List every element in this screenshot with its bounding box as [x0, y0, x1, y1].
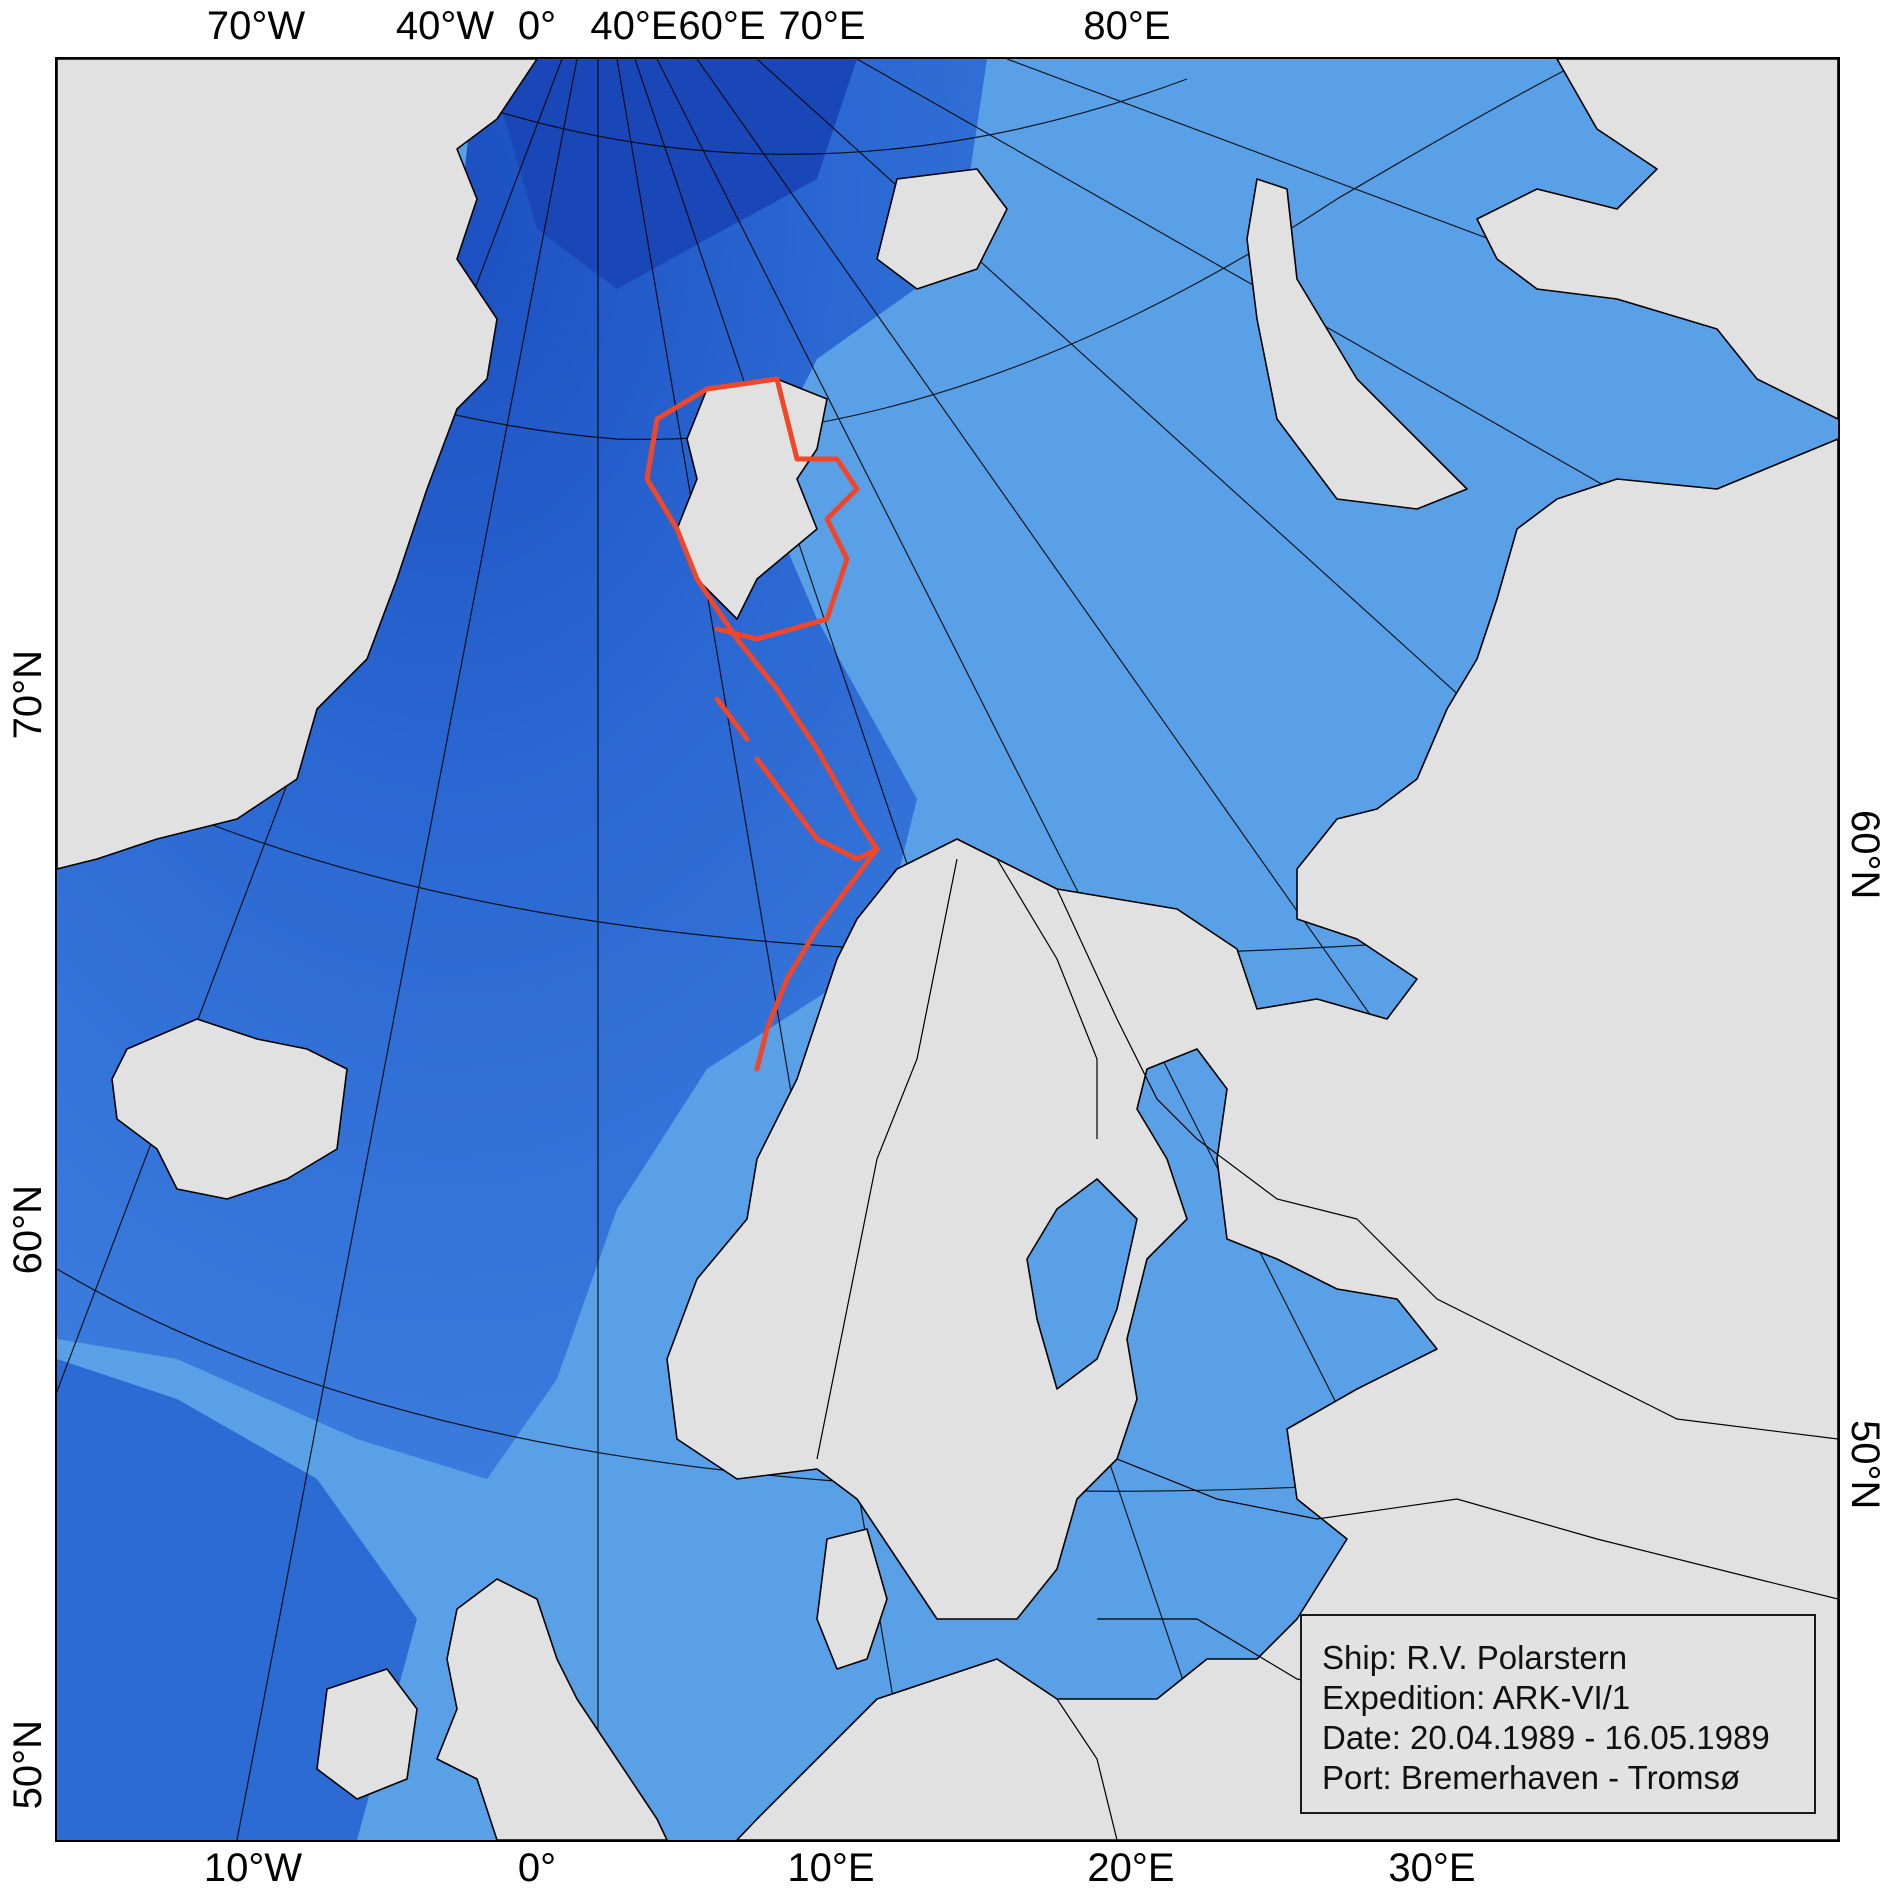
track-south — [754, 846, 880, 1072]
top-lon-label-70e: 70°E — [778, 4, 866, 48]
track-svalbard-loop — [704, 376, 860, 642]
land-ireland — [316, 1668, 418, 1800]
land-iceland — [111, 1018, 348, 1200]
top-lon-label-40w: 40°W — [395, 4, 495, 48]
legend-expedition: Expedition: ARK-VI/1 — [1322, 1679, 1631, 1716]
top-lon-label-70w: 70°W — [206, 4, 306, 48]
country-borders — [816, 858, 1838, 1840]
track-dash-2 — [754, 756, 880, 862]
track-west-svalbard — [644, 386, 880, 852]
track-dash-1 — [714, 696, 750, 742]
bottom-lon-label-10e: 10°E — [787, 1846, 875, 1890]
legend-date: Date: 20.04.1989 - 16.05.1989 — [1322, 1719, 1770, 1756]
land-british-isles — [436, 1578, 668, 1840]
top-lon-label-60e: 60°E — [678, 4, 766, 48]
right-lat-label-50n: 50°N — [1843, 1420, 1887, 1510]
top-lon-label-40e: 40°E — [590, 4, 678, 48]
land — [57, 59, 1838, 1840]
land-greenland — [57, 59, 538, 870]
right-lat-label-60n: 60°N — [1843, 810, 1887, 900]
land-franz-josef — [876, 168, 1008, 290]
cruise-track — [644, 376, 880, 1072]
map-frame[interactable] — [55, 57, 1840, 1842]
bottom-lon-label-0: 0° — [517, 1846, 557, 1890]
bottom-lon-label-20e: 20°E — [1087, 1846, 1175, 1890]
legend-ship: Ship: R.V. Polarstern — [1322, 1639, 1628, 1676]
left-lat-label-50n: 50°N — [6, 1720, 50, 1810]
left-lat-label-60n: 60°N — [6, 1185, 50, 1275]
land-baltic-sweden-finland — [1026, 1178, 1138, 1390]
left-lat-label-70n: 70°N — [6, 650, 50, 740]
land-russia-arctic — [1476, 59, 1838, 420]
land-scandinavia-russia — [666, 438, 1838, 1840]
bottom-lon-label-30e: 30°E — [1388, 1846, 1476, 1890]
bottom-lon-label-10w: 10°W — [203, 1846, 303, 1890]
map-canvas[interactable] — [57, 59, 1838, 1840]
land-novaya-zemlya — [1246, 178, 1468, 510]
land-denmark — [816, 1528, 888, 1670]
legend-port: Port: Bremerhaven - Tromsø — [1322, 1759, 1741, 1796]
arctic-deep — [487, 59, 857, 289]
top-lon-label-80e: 80°E — [1083, 4, 1171, 48]
top-lon-label-0: 0° — [517, 4, 557, 48]
legend-box: Ship: R.V. Polarstern Expedition: ARK-VI… — [1300, 1614, 1816, 1814]
